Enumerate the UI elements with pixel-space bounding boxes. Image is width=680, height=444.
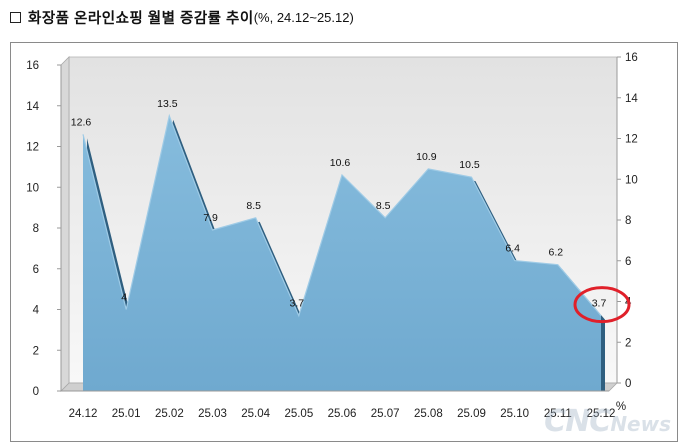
chart-title-row: 화장품 온라인쇼핑 월별 증감률 추이 (%, 24.12~25.12) (10, 6, 354, 28)
data-label: 12.6 (71, 116, 92, 128)
x-tick-label: 25.05 (284, 408, 313, 420)
x-tick-label: 25.06 (328, 408, 357, 420)
chart-frame: 0 0 2 2 4 4 6 6 8 8 10 10 12 12 14 14 16 16 24.12 25.01 25.0… (10, 42, 678, 442)
data-label: 4 (121, 292, 127, 304)
x-tick-label: 25.01 (112, 408, 141, 420)
y-tick-label-right: 8 (625, 215, 631, 227)
y-tick-label-left: 12 (26, 142, 39, 154)
x-axis-unit-label: % (616, 401, 626, 413)
chart-title: 화장품 온라인쇼핑 월별 증감률 추이 (28, 10, 254, 27)
area-chart: 0 0 2 2 4 4 6 6 8 8 10 10 12 12 14 14 16 16 24.12 25.01 25.0… (26, 52, 638, 420)
cncnews-watermark: CNCNews (544, 404, 671, 439)
y-tick-label-right: 0 (625, 378, 631, 390)
y-tick-label-left: 14 (26, 101, 39, 113)
data-label: 7.9 (203, 212, 218, 224)
plot-side-wall (60, 56, 70, 392)
area-series (83, 115, 601, 392)
x-tick-label: 25.03 (198, 408, 227, 420)
chart-title-unit: (%, 24.12~25.12) (253, 9, 354, 25)
y-tick-label-left: 10 (26, 182, 39, 194)
y-tick-label-right: 10 (625, 174, 638, 186)
data-label: 10.5 (459, 159, 480, 171)
x-tick-label: 25.09 (457, 408, 486, 420)
y-tick-label-right: 14 (625, 93, 638, 105)
y-tick-label-left: 0 (33, 386, 39, 398)
data-label: 3.7 (592, 298, 607, 310)
data-label: 6.2 (549, 247, 564, 259)
x-tick-label: 24.12 (69, 408, 98, 420)
y-tick-label-right: 16 (625, 52, 638, 64)
y-tick-label-left: 16 (26, 60, 39, 72)
data-label: 8.5 (246, 200, 261, 212)
x-tick-label: 25.02 (155, 408, 184, 420)
y-tick-label-left: 8 (33, 223, 39, 235)
x-tick-label: 25.08 (414, 408, 443, 420)
data-label: 8.5 (376, 200, 391, 212)
y-tick-label-left: 6 (33, 264, 39, 276)
data-label: 10.9 (416, 151, 437, 163)
data-label: 10.6 (330, 157, 351, 169)
x-tick-label: 25.11 (544, 408, 572, 420)
x-tick-label: 25.07 (371, 408, 400, 420)
y-tick-label-left: 4 (33, 305, 40, 317)
x-tick-label: 25.12 (587, 408, 616, 420)
x-tick-label: 25.04 (241, 408, 270, 420)
x-tick-label: 25.10 (500, 408, 529, 420)
y-tick-label-right: 12 (625, 134, 638, 146)
data-label: 6.4 (505, 243, 520, 255)
data-label: 3.7 (290, 298, 305, 310)
y-tick-label-right: 2 (625, 337, 631, 349)
highlight-circle (573, 286, 631, 324)
y-tick-label-left: 2 (33, 345, 39, 357)
y-tick-label-right: 6 (625, 256, 631, 268)
area-top-edge (82, 113, 602, 318)
data-label: 13.5 (157, 98, 178, 110)
title-square-icon (10, 11, 21, 23)
